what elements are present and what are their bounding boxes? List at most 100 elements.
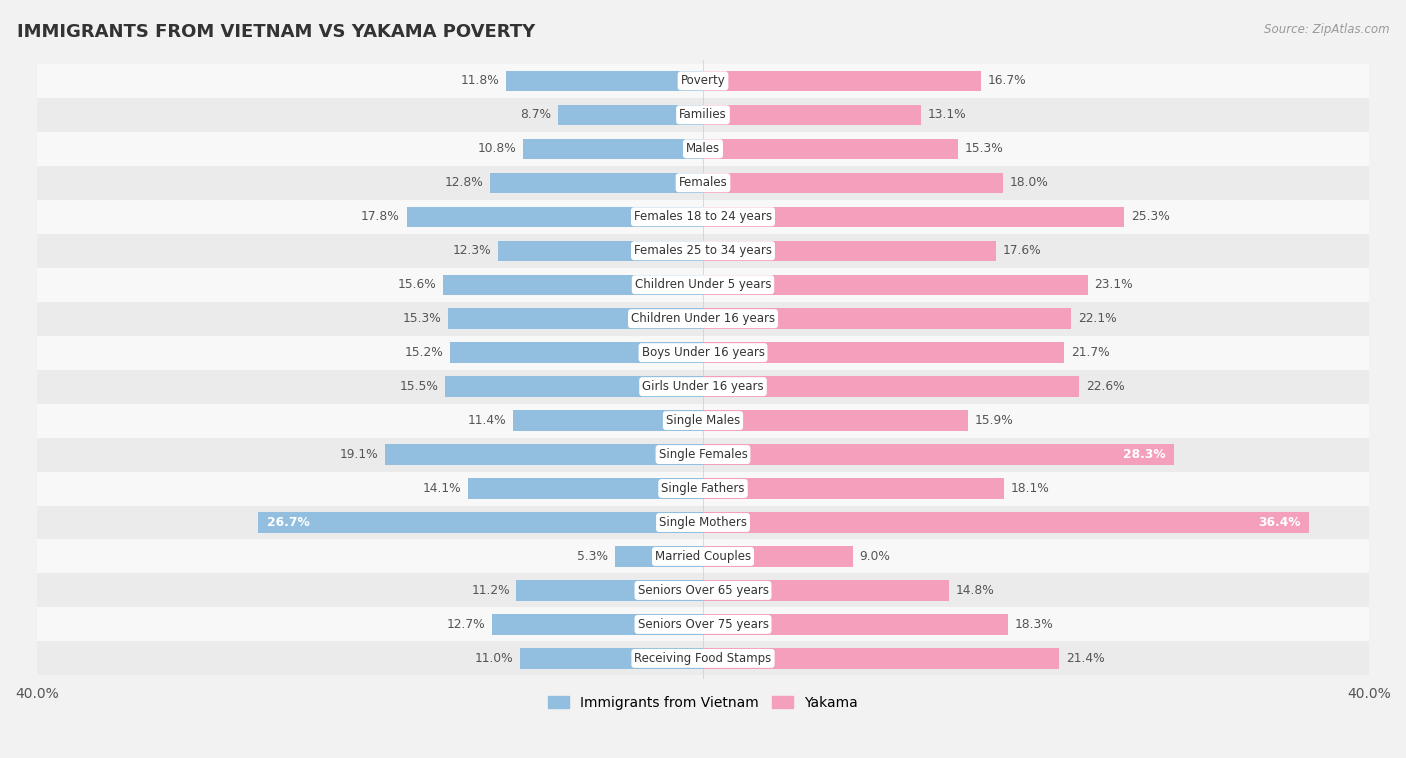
Bar: [37, 574, 1369, 607]
Text: 15.5%: 15.5%: [399, 380, 439, 393]
Bar: [558, 105, 703, 125]
Text: 15.9%: 15.9%: [974, 414, 1014, 427]
Legend: Immigrants from Vietnam, Yakama: Immigrants from Vietnam, Yakama: [543, 690, 863, 715]
Bar: [37, 268, 1369, 302]
Bar: [703, 614, 1008, 634]
Bar: [703, 309, 1071, 329]
Bar: [492, 614, 703, 634]
Text: 22.1%: 22.1%: [1077, 312, 1116, 325]
Text: Girls Under 16 years: Girls Under 16 years: [643, 380, 763, 393]
Text: Single Females: Single Females: [658, 448, 748, 461]
Text: 17.8%: 17.8%: [361, 210, 399, 224]
Text: 12.8%: 12.8%: [444, 177, 484, 190]
Bar: [614, 547, 703, 567]
Bar: [449, 309, 703, 329]
Text: Boys Under 16 years: Boys Under 16 years: [641, 346, 765, 359]
Text: Females 25 to 34 years: Females 25 to 34 years: [634, 244, 772, 257]
Bar: [703, 410, 967, 431]
Bar: [443, 274, 703, 295]
Bar: [37, 233, 1369, 268]
Text: 14.1%: 14.1%: [423, 482, 461, 495]
Bar: [37, 200, 1369, 233]
Bar: [406, 207, 703, 227]
Text: 11.4%: 11.4%: [468, 414, 506, 427]
Text: 15.3%: 15.3%: [402, 312, 441, 325]
Bar: [259, 512, 703, 533]
Text: Males: Males: [686, 143, 720, 155]
Text: 10.8%: 10.8%: [478, 143, 516, 155]
Bar: [450, 343, 703, 363]
Text: Children Under 5 years: Children Under 5 years: [634, 278, 772, 291]
Bar: [37, 132, 1369, 166]
Text: Females 18 to 24 years: Females 18 to 24 years: [634, 210, 772, 224]
Text: Children Under 16 years: Children Under 16 years: [631, 312, 775, 325]
Text: 26.7%: 26.7%: [267, 516, 309, 529]
Text: 15.3%: 15.3%: [965, 143, 1004, 155]
Text: 5.3%: 5.3%: [576, 550, 607, 563]
Text: 15.6%: 15.6%: [398, 278, 436, 291]
Bar: [444, 377, 703, 396]
Text: Poverty: Poverty: [681, 74, 725, 87]
Text: 23.1%: 23.1%: [1094, 278, 1133, 291]
Text: 28.3%: 28.3%: [1123, 448, 1166, 461]
Bar: [489, 173, 703, 193]
Bar: [37, 607, 1369, 641]
Text: 22.6%: 22.6%: [1085, 380, 1125, 393]
Bar: [37, 471, 1369, 506]
Bar: [703, 581, 949, 600]
Text: 19.1%: 19.1%: [340, 448, 378, 461]
Bar: [506, 70, 703, 91]
Text: Source: ZipAtlas.com: Source: ZipAtlas.com: [1264, 23, 1389, 36]
Text: Seniors Over 65 years: Seniors Over 65 years: [637, 584, 769, 597]
Text: 13.1%: 13.1%: [928, 108, 966, 121]
Text: 16.7%: 16.7%: [988, 74, 1026, 87]
Bar: [37, 336, 1369, 370]
Text: Receiving Food Stamps: Receiving Food Stamps: [634, 652, 772, 665]
Bar: [37, 540, 1369, 574]
Bar: [516, 581, 703, 600]
Text: 25.3%: 25.3%: [1130, 210, 1170, 224]
Text: 36.4%: 36.4%: [1258, 516, 1301, 529]
Bar: [703, 343, 1064, 363]
Text: 14.8%: 14.8%: [956, 584, 995, 597]
Text: 17.6%: 17.6%: [1002, 244, 1042, 257]
Bar: [703, 377, 1080, 396]
Text: 8.7%: 8.7%: [520, 108, 551, 121]
Text: Single Mothers: Single Mothers: [659, 516, 747, 529]
Text: 12.3%: 12.3%: [453, 244, 492, 257]
Text: 15.2%: 15.2%: [405, 346, 443, 359]
Bar: [37, 641, 1369, 675]
Bar: [703, 139, 957, 159]
Bar: [513, 410, 703, 431]
Bar: [703, 648, 1059, 669]
Bar: [703, 512, 1309, 533]
Bar: [37, 166, 1369, 200]
Text: 21.7%: 21.7%: [1071, 346, 1109, 359]
Bar: [37, 98, 1369, 132]
Bar: [498, 240, 703, 261]
Text: 18.3%: 18.3%: [1014, 618, 1053, 631]
Text: Seniors Over 75 years: Seniors Over 75 years: [637, 618, 769, 631]
Bar: [37, 64, 1369, 98]
Text: 12.7%: 12.7%: [446, 618, 485, 631]
Bar: [703, 547, 853, 567]
Bar: [37, 302, 1369, 336]
Bar: [468, 478, 703, 499]
Bar: [703, 274, 1088, 295]
Bar: [520, 648, 703, 669]
Bar: [37, 370, 1369, 403]
Text: Single Fathers: Single Fathers: [661, 482, 745, 495]
Bar: [703, 207, 1125, 227]
Bar: [703, 478, 1004, 499]
Bar: [703, 70, 981, 91]
Text: 21.4%: 21.4%: [1066, 652, 1105, 665]
Bar: [37, 403, 1369, 437]
Bar: [703, 240, 995, 261]
Text: 18.0%: 18.0%: [1010, 177, 1047, 190]
Text: 9.0%: 9.0%: [859, 550, 890, 563]
Bar: [703, 444, 1174, 465]
Text: IMMIGRANTS FROM VIETNAM VS YAKAMA POVERTY: IMMIGRANTS FROM VIETNAM VS YAKAMA POVERT…: [17, 23, 536, 41]
Text: Married Couples: Married Couples: [655, 550, 751, 563]
Bar: [703, 173, 1002, 193]
Bar: [703, 105, 921, 125]
